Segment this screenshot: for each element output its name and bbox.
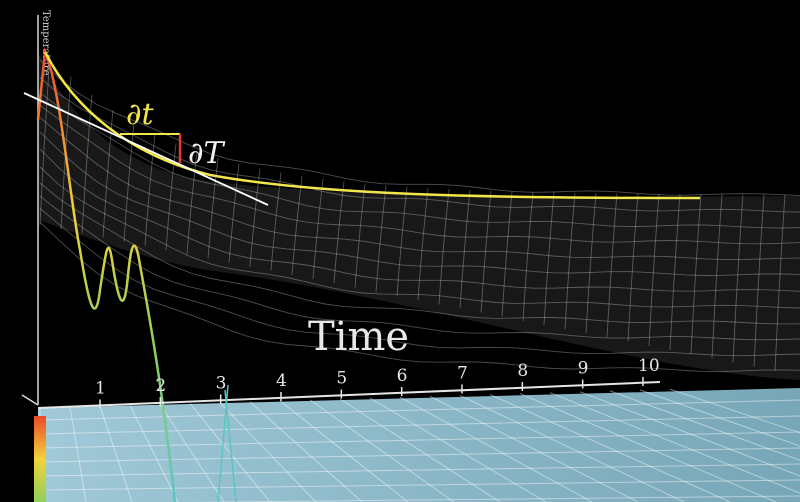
time-tick-label: 9: [578, 359, 589, 379]
temperature-axis: Temperature: [21, 10, 51, 406]
dT-label: ∂T: [188, 136, 226, 171]
drop-lines: [217, 384, 237, 502]
yellow-curve: [43, 51, 701, 200]
time-axis-title: Time: [308, 314, 409, 360]
time-tick-label: 2: [155, 376, 166, 396]
floor-plane: [34, 388, 800, 502]
time-axis: 1 2 3 4 5 6 7 8 9 10 Time: [37, 314, 661, 409]
time-tick-label: 6: [397, 366, 408, 386]
boundary-curve: [36, 47, 177, 502]
time-tick-label: 10: [638, 356, 660, 376]
surface-mesh: [39, 54, 800, 372]
derivative-annotation: ∂t ∂T: [23, 92, 269, 206]
time-tick-label: 1: [95, 379, 106, 399]
floor-edge-color-strip: [34, 416, 46, 502]
time-tick-label: 7: [457, 364, 468, 384]
time-tick-label: 3: [216, 374, 227, 394]
time-ticks: 1 2 3 4 5 6 7 8 9 10: [95, 356, 660, 409]
dt-label: ∂t: [126, 97, 155, 132]
time-tick-label: 4: [276, 371, 287, 391]
temperature-axis-title: Temperature: [40, 10, 51, 76]
time-tick-label: 5: [336, 369, 347, 389]
tangent-line: [23, 92, 269, 206]
temperature-surface: [38, 52, 800, 380]
time-tick-label: 8: [517, 361, 528, 381]
